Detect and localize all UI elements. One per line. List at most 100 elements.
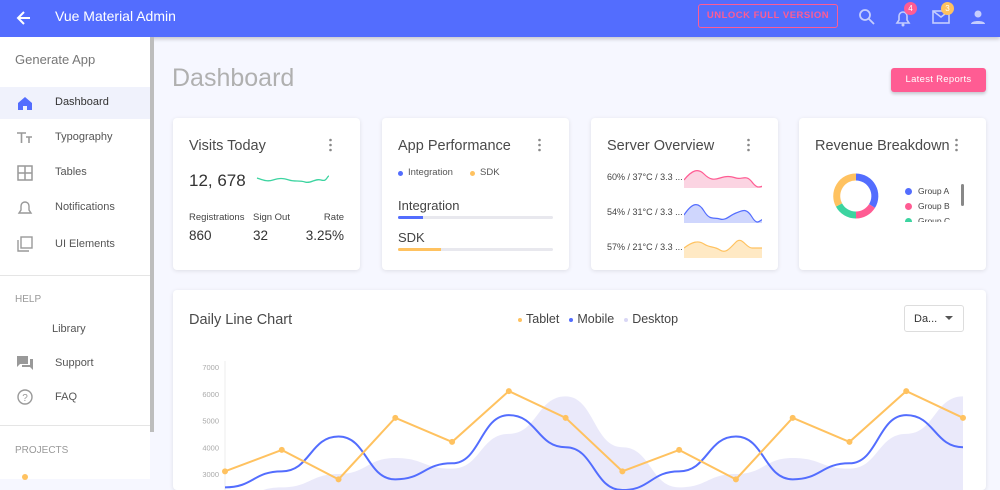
card-menu[interactable] bbox=[538, 138, 541, 152]
scrollbar bbox=[150, 37, 154, 432]
card-title: Visits Today bbox=[189, 138, 266, 154]
help-heading: HELP bbox=[15, 294, 42, 305]
faq-icon: ? bbox=[17, 389, 33, 405]
legend-label: Integration bbox=[408, 167, 453, 178]
server-stat: 57% / 21°C / 3.3 ... bbox=[607, 242, 683, 252]
server-card: Server Overview 60% / 37°C / 3.3 ... 54% … bbox=[591, 118, 778, 270]
card-menu[interactable] bbox=[329, 138, 332, 152]
nav-item[interactable]: Typography bbox=[55, 131, 113, 143]
card-menu[interactable] bbox=[955, 138, 958, 152]
projects-heading: PROJECTS bbox=[15, 445, 69, 456]
home-icon bbox=[18, 97, 32, 110]
generate-app[interactable]: Generate App bbox=[15, 52, 96, 67]
card-title: Server Overview bbox=[607, 138, 715, 154]
help-item[interactable]: FAQ bbox=[55, 391, 78, 403]
stat-label: Sign Out bbox=[253, 212, 290, 223]
legend-dot bbox=[624, 317, 629, 322]
search-icon[interactable] bbox=[858, 8, 876, 26]
point bbox=[846, 438, 853, 445]
unlock-button[interactable]: UNLOCK FULL VERSION bbox=[698, 4, 838, 28]
stat-label: Registrations bbox=[189, 212, 245, 223]
app-bar: Vue Material Admin UNLOCK FULL VERSION 4… bbox=[0, 0, 1000, 37]
nav-item[interactable]: Dashboard bbox=[55, 96, 109, 108]
card-title: App Performance bbox=[398, 138, 511, 154]
stat-value: 3.25% bbox=[305, 228, 344, 243]
legend-dot bbox=[905, 188, 912, 195]
legend-label: Group A bbox=[918, 186, 950, 196]
notifications-icon[interactable] bbox=[894, 8, 912, 28]
back-button[interactable] bbox=[14, 8, 34, 28]
divider bbox=[0, 425, 150, 426]
sparkline-line bbox=[684, 239, 762, 252]
point bbox=[903, 388, 910, 395]
progress-fill bbox=[398, 216, 423, 219]
daily-chart-card: Daily Line Chart Tablet Mobile Desktop Da.… bbox=[173, 290, 986, 490]
stat-value: 32 bbox=[253, 228, 269, 243]
sparkline-area bbox=[684, 204, 762, 223]
typography-icon bbox=[17, 132, 32, 143]
help-item[interactable]: Library bbox=[52, 323, 86, 335]
legend-dot bbox=[905, 203, 912, 210]
progress-fill bbox=[398, 248, 442, 251]
sparkline-area bbox=[684, 170, 762, 188]
nav-item[interactable]: Notifications bbox=[55, 201, 115, 213]
revenue-card: Revenue Breakdown Group A Group B Group C bbox=[799, 118, 986, 270]
bar-label: Integration bbox=[398, 198, 460, 213]
y-tick-label: 4000 bbox=[202, 443, 219, 452]
card-menu[interactable] bbox=[747, 138, 750, 152]
legend-label: Mobile bbox=[577, 312, 615, 326]
legend-dot bbox=[569, 317, 574, 322]
legend: Tablet Mobile Desktop bbox=[518, 312, 688, 326]
app-title: Vue Material Admin bbox=[55, 8, 176, 24]
tables-icon bbox=[17, 165, 33, 181]
server-sparkline bbox=[684, 239, 762, 258]
line-chart: 3000 4000 5000 6000 7000 bbox=[202, 361, 966, 490]
stat-value: 860 bbox=[189, 228, 212, 243]
stat-label: Rate bbox=[323, 212, 344, 223]
visits-sparkline bbox=[256, 175, 330, 184]
nav-item[interactable]: UI Elements bbox=[55, 238, 115, 250]
point bbox=[676, 446, 683, 453]
area bbox=[263, 396, 963, 490]
legend-item: Mobile bbox=[569, 312, 614, 326]
select-value: Da... bbox=[914, 313, 938, 325]
performance-card: App Performance Integration SDK Integratio… bbox=[382, 118, 569, 270]
progress-track bbox=[398, 216, 553, 219]
server-stat: 60% / 37°C / 3.3 ... bbox=[607, 172, 683, 182]
sparkline-line bbox=[684, 204, 762, 223]
legend-dot bbox=[905, 218, 912, 222]
legend-label: Tablet bbox=[526, 312, 560, 326]
server-sparkline bbox=[684, 170, 762, 188]
divider bbox=[0, 275, 150, 276]
ui-icon bbox=[17, 236, 33, 252]
legend-label: Desktop bbox=[632, 312, 679, 326]
page-title: Dashboard bbox=[172, 64, 295, 92]
account-icon[interactable] bbox=[970, 9, 986, 25]
bar-label: SDK bbox=[398, 230, 425, 245]
point bbox=[789, 414, 796, 421]
visits-card: Visits Today 12, 678 Registrations 860 Sig… bbox=[173, 118, 360, 270]
latest-reports-button[interactable]: Latest Reports bbox=[891, 68, 986, 92]
messages-badge: 3 bbox=[941, 2, 954, 15]
select-arrow bbox=[945, 316, 953, 320]
card-title: Revenue Breakdown bbox=[815, 138, 950, 154]
y-tick-label: 3000 bbox=[202, 470, 219, 479]
line bbox=[224, 389, 964, 481]
legend-dot bbox=[398, 171, 403, 176]
server-stat: 54% / 31°C / 3.3 ... bbox=[607, 207, 683, 217]
point bbox=[222, 468, 228, 475]
legend-item: Desktop bbox=[624, 312, 678, 326]
help-item[interactable]: Support bbox=[55, 357, 94, 369]
legend-dot bbox=[470, 171, 475, 176]
period-select[interactable]: Da... bbox=[904, 305, 964, 332]
nav-item[interactable]: Tables bbox=[55, 166, 87, 178]
y-tick-label: 6000 bbox=[202, 390, 219, 399]
point bbox=[278, 446, 285, 453]
y-tick-label: 5000 bbox=[202, 417, 219, 426]
legend-label: Group B bbox=[918, 201, 950, 211]
sparkline-line bbox=[684, 170, 762, 188]
point bbox=[505, 388, 512, 395]
point bbox=[732, 476, 739, 483]
svg-text:?: ? bbox=[22, 393, 28, 404]
